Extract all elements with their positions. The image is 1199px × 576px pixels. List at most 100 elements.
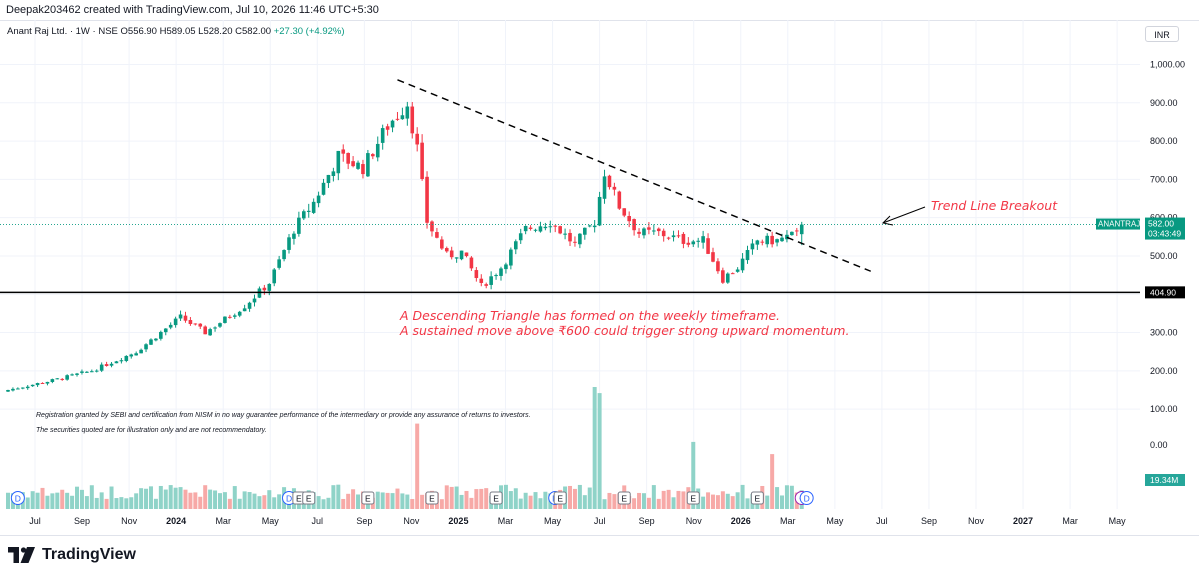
volume-bar (341, 498, 346, 509)
candle (252, 294, 257, 307)
candle (292, 231, 296, 245)
volume-bar (469, 497, 474, 509)
volume-bar (331, 485, 336, 509)
price-tick-label: 500.00 (1150, 251, 1178, 261)
time-tick-label: Nov (968, 516, 985, 526)
earnings-marker-icon[interactable]: E (686, 491, 700, 505)
price-tick-label: 700.00 (1150, 174, 1178, 184)
candle (124, 355, 129, 363)
svg-text:D: D (15, 494, 21, 504)
dividend-marker-icon[interactable]: D (10, 491, 25, 505)
support-tag: 404.90 (1145, 286, 1185, 299)
volume-bar (153, 498, 158, 509)
candle (449, 246, 454, 260)
candle (444, 246, 449, 253)
volume-bar (129, 497, 134, 509)
volume-bar (735, 492, 740, 509)
volume-bar (582, 495, 587, 509)
footer-brand: TradingView (8, 544, 136, 566)
volume-bar (183, 489, 188, 509)
svg-text:E: E (306, 494, 312, 504)
volume-bar (661, 490, 666, 509)
time-tick-label: May (826, 516, 844, 526)
candle (168, 322, 173, 330)
earnings-marker-icon[interactable]: E (425, 491, 439, 505)
volume-bar (173, 487, 178, 509)
volume-bar (523, 492, 528, 509)
candle (721, 267, 725, 284)
candle (479, 274, 484, 287)
candle (20, 387, 25, 390)
candle (134, 351, 138, 356)
candle (459, 250, 464, 261)
candle (553, 224, 558, 233)
volume-bar (267, 490, 272, 509)
volume-bar (390, 493, 395, 509)
candle (627, 211, 631, 228)
earnings-marker-icon[interactable]: E (617, 491, 631, 505)
earnings-marker-icon[interactable]: E (553, 491, 567, 505)
candle (706, 233, 710, 255)
breakout-arrow (881, 206, 926, 226)
volume-bar (222, 492, 227, 509)
currency-button[interactable]: INR (1145, 26, 1179, 42)
candle (538, 221, 543, 233)
candle (80, 369, 84, 375)
volume-bar (730, 496, 735, 509)
descending-trendline (397, 79, 872, 272)
candle (385, 123, 390, 136)
earnings-marker-icon[interactable]: E (489, 491, 503, 505)
volume-bar (775, 487, 780, 509)
volume-bar (94, 497, 99, 509)
candle (568, 229, 572, 247)
candle (390, 119, 395, 133)
candlestick-chart[interactable]: Registration granted by SEBI and certifi… (0, 0, 1199, 536)
time-tick-label: May (1109, 516, 1127, 526)
volume-bar (740, 484, 745, 509)
volume-bar (139, 488, 144, 509)
candle (464, 252, 469, 258)
candle (755, 239, 760, 250)
volume-bar (247, 492, 252, 509)
candle (661, 228, 666, 242)
price-tag-countdown: 03:43:49 (1148, 229, 1181, 239)
earnings-marker-icon[interactable]: E (302, 491, 316, 505)
dividend-marker-icon[interactable]: D (799, 491, 814, 505)
volume-bar (326, 497, 331, 509)
volume-bar (227, 498, 232, 509)
volume-bar (6, 492, 10, 509)
price-tag: ANANTRAJ 582.00 03:43:49 (1096, 217, 1185, 240)
volume-bar (592, 387, 597, 509)
volume-bar (351, 489, 356, 509)
legend-high: H589.05 (159, 26, 196, 37)
candle (163, 328, 168, 336)
volume-bar (706, 492, 711, 509)
volume-bar (84, 496, 89, 509)
volume-bar (587, 487, 592, 509)
volume-bar (400, 493, 405, 509)
volume-bar (410, 498, 415, 509)
candle (139, 348, 143, 354)
volume-bar (641, 493, 646, 509)
disclaimer-line-1: Registration granted by SEBI and certifi… (36, 412, 531, 419)
svg-text:E: E (493, 494, 499, 504)
candle (109, 362, 114, 368)
volume-bar (710, 494, 715, 509)
candle (583, 227, 587, 240)
volume-bar (780, 495, 785, 509)
earnings-marker-icon[interactable]: E (750, 491, 764, 505)
candle (612, 182, 617, 196)
candle (410, 102, 415, 139)
volume-bar (109, 486, 114, 509)
candle (400, 107, 405, 120)
legend-change: +27.30 (+4.92%) (273, 26, 345, 37)
volume-bar (198, 496, 203, 509)
volume-bars (6, 387, 804, 509)
volume-bar (277, 494, 282, 509)
volume-bar (651, 485, 656, 509)
candle (316, 191, 321, 208)
candle (656, 227, 661, 236)
earnings-marker-icon[interactable]: E (361, 491, 375, 505)
volume-tag-value: 19.34M (1150, 475, 1178, 485)
breakout-label: Trend Line Breakout (931, 198, 1058, 213)
